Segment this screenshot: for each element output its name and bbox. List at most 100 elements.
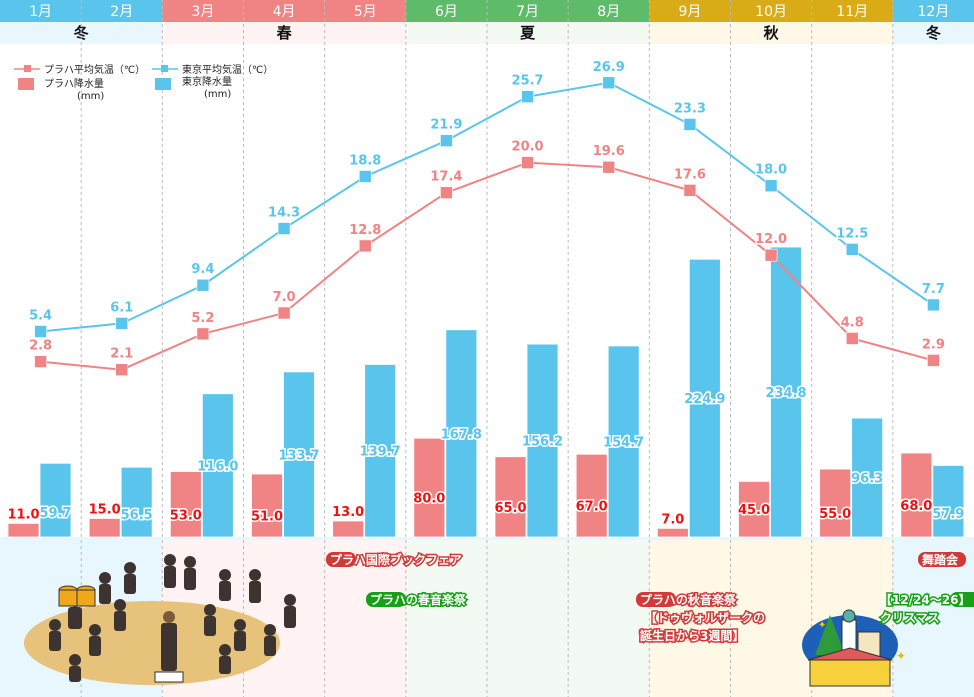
tokyo-precip-label: 139.7 [360, 445, 401, 460]
prague-temp-label: 2.8 [29, 339, 52, 354]
event-label: 【12/24～26】 [880, 592, 970, 607]
tokyo-precip-bar [120, 466, 153, 538]
month-label: 12月 [918, 4, 950, 20]
month-header: 1月 2月 3月 4月 5月 6月 7月 8月 9月 10月 11月 12月 [0, 0, 974, 22]
prague-precip-label: 13.0 [332, 505, 364, 520]
temperature-lines [34, 76, 940, 377]
tokyo-temp-label: 9.4 [191, 262, 214, 277]
prague-temp-label: 19.6 [593, 144, 625, 159]
tokyo-precip-label: 59.7 [39, 506, 71, 521]
month-label: 5月 [354, 4, 377, 20]
season-cell [405, 22, 488, 44]
prague-temp-marker [358, 239, 372, 253]
conductor-head-icon [163, 611, 175, 623]
season-cell [0, 22, 82, 44]
market-stalls-icon [809, 659, 891, 687]
month-header-cell [162, 0, 244, 22]
prague-precip-bar [7, 523, 40, 538]
event-label: プラハの秋音楽祭 [640, 592, 737, 607]
month-label: 7月 [516, 4, 539, 20]
timpani-icon [58, 585, 96, 607]
tokyo-precip-bar [770, 246, 802, 538]
stall-roof-icon [807, 647, 893, 661]
season-cell [892, 22, 974, 44]
prague-precip-label: 80.0 [413, 492, 445, 507]
tokyo-precip-bar [445, 329, 478, 538]
month-header-cell [811, 0, 894, 22]
tokyo-temp-label: 18.0 [755, 163, 787, 178]
prague-precip-bar [738, 481, 770, 538]
prague-precip-bar [656, 527, 689, 538]
prague-precip-label: 7.0 [661, 512, 684, 527]
prague-precip-label: 53.0 [170, 508, 202, 523]
event-area-background [405, 540, 488, 697]
tokyo-temp-marker [440, 134, 453, 147]
prague-temp-label: 2.1 [110, 347, 133, 362]
prague-temp-label: 7.0 [273, 290, 296, 305]
event-label: プラハの春音楽祭 [370, 592, 467, 607]
prague-precip-bar [819, 468, 852, 538]
prague-temp-line [40, 161, 934, 371]
tokyo-precip-label: 116.0 [197, 459, 238, 474]
data-labels: 5.4 2.8 11.0 59.7 6.1 2.1 15.0 56.5 9.4 5.2 53.0 11… [6, 58, 966, 529]
tokyo-precip-label: 154.7 [603, 435, 644, 450]
musicians-icon [49, 554, 296, 682]
tokyo-precip-label: 156.2 [522, 435, 563, 450]
legend-prague-temp: プラハ平均気温（℃） [14, 63, 145, 76]
legend-tokyo-bar-icon [155, 78, 171, 90]
month-header-cell [81, 0, 163, 22]
tokyo-temp-marker [34, 325, 47, 338]
legend-tokyo-rain: 東京降水量 (mm) [155, 75, 232, 100]
prague-precip-bar [413, 437, 446, 538]
season-backgrounds [0, 540, 974, 697]
legend-prague-marker-icon [24, 65, 31, 72]
tokyo-precip-bar [607, 345, 640, 538]
prague-precip-label: 55.0 [819, 507, 851, 522]
prague-precip-bar [900, 452, 933, 538]
season-label-spring: 春 [277, 24, 292, 42]
event-area-background [649, 540, 731, 697]
tokyo-temp-marker [845, 243, 859, 256]
prague-precip-bar [332, 520, 365, 538]
tokyo-precip-label: 56.5 [121, 508, 153, 523]
season-cell [243, 22, 326, 44]
prague-temp-marker [602, 160, 616, 174]
prague-precip-label: 45.0 [738, 503, 770, 518]
prague-precip-label: 67.0 [576, 500, 608, 515]
tokyo-temp-marker [115, 317, 129, 330]
tokyo-precip-bar [688, 258, 721, 538]
tokyo-precip-bar [851, 417, 884, 538]
month-header-cell [730, 0, 813, 22]
season-label-winter: 冬 [926, 24, 941, 42]
month-label: 1月 [29, 4, 52, 20]
sparkle-icon: ✦ [896, 649, 906, 663]
prague-temp-marker [196, 327, 210, 341]
month-header-cell [487, 0, 569, 22]
event-badge-shape [918, 552, 966, 567]
event-area-background [568, 540, 650, 697]
month-label: 2月 [110, 4, 133, 20]
tokyo-precip-bar [364, 364, 397, 538]
season-cell [487, 22, 569, 44]
event-label: クリスマス [880, 611, 940, 625]
legend-tokyo-temp-label: 東京平均気温（℃） [182, 63, 273, 76]
tokyo-precip-bar [39, 462, 72, 538]
event-label: プラハ国際ブックフェア [330, 552, 462, 567]
month-label: 6月 [435, 4, 458, 20]
tokyo-temp-label: 23.3 [674, 101, 706, 116]
tokyo-temp-label: 7.7 [922, 282, 945, 297]
tokyo-precip-bar [932, 465, 965, 538]
legend-tokyo-temp: 東京平均気温（℃） [152, 63, 273, 76]
prague-temp-marker [521, 156, 534, 169]
prague-precip-bar [494, 456, 527, 538]
season-cell [81, 22, 163, 44]
month-label: 11月 [836, 4, 868, 20]
tokyo-precip-bar [526, 343, 559, 538]
month-header-cell [0, 0, 82, 22]
tokyo-temp-marker [358, 170, 372, 183]
month-header-cell [892, 0, 974, 22]
month-label: 3月 [191, 4, 214, 20]
season-row: 冬春夏秋冬 [0, 22, 974, 44]
event-label: 【ドゥヴォルザークの [645, 610, 765, 625]
